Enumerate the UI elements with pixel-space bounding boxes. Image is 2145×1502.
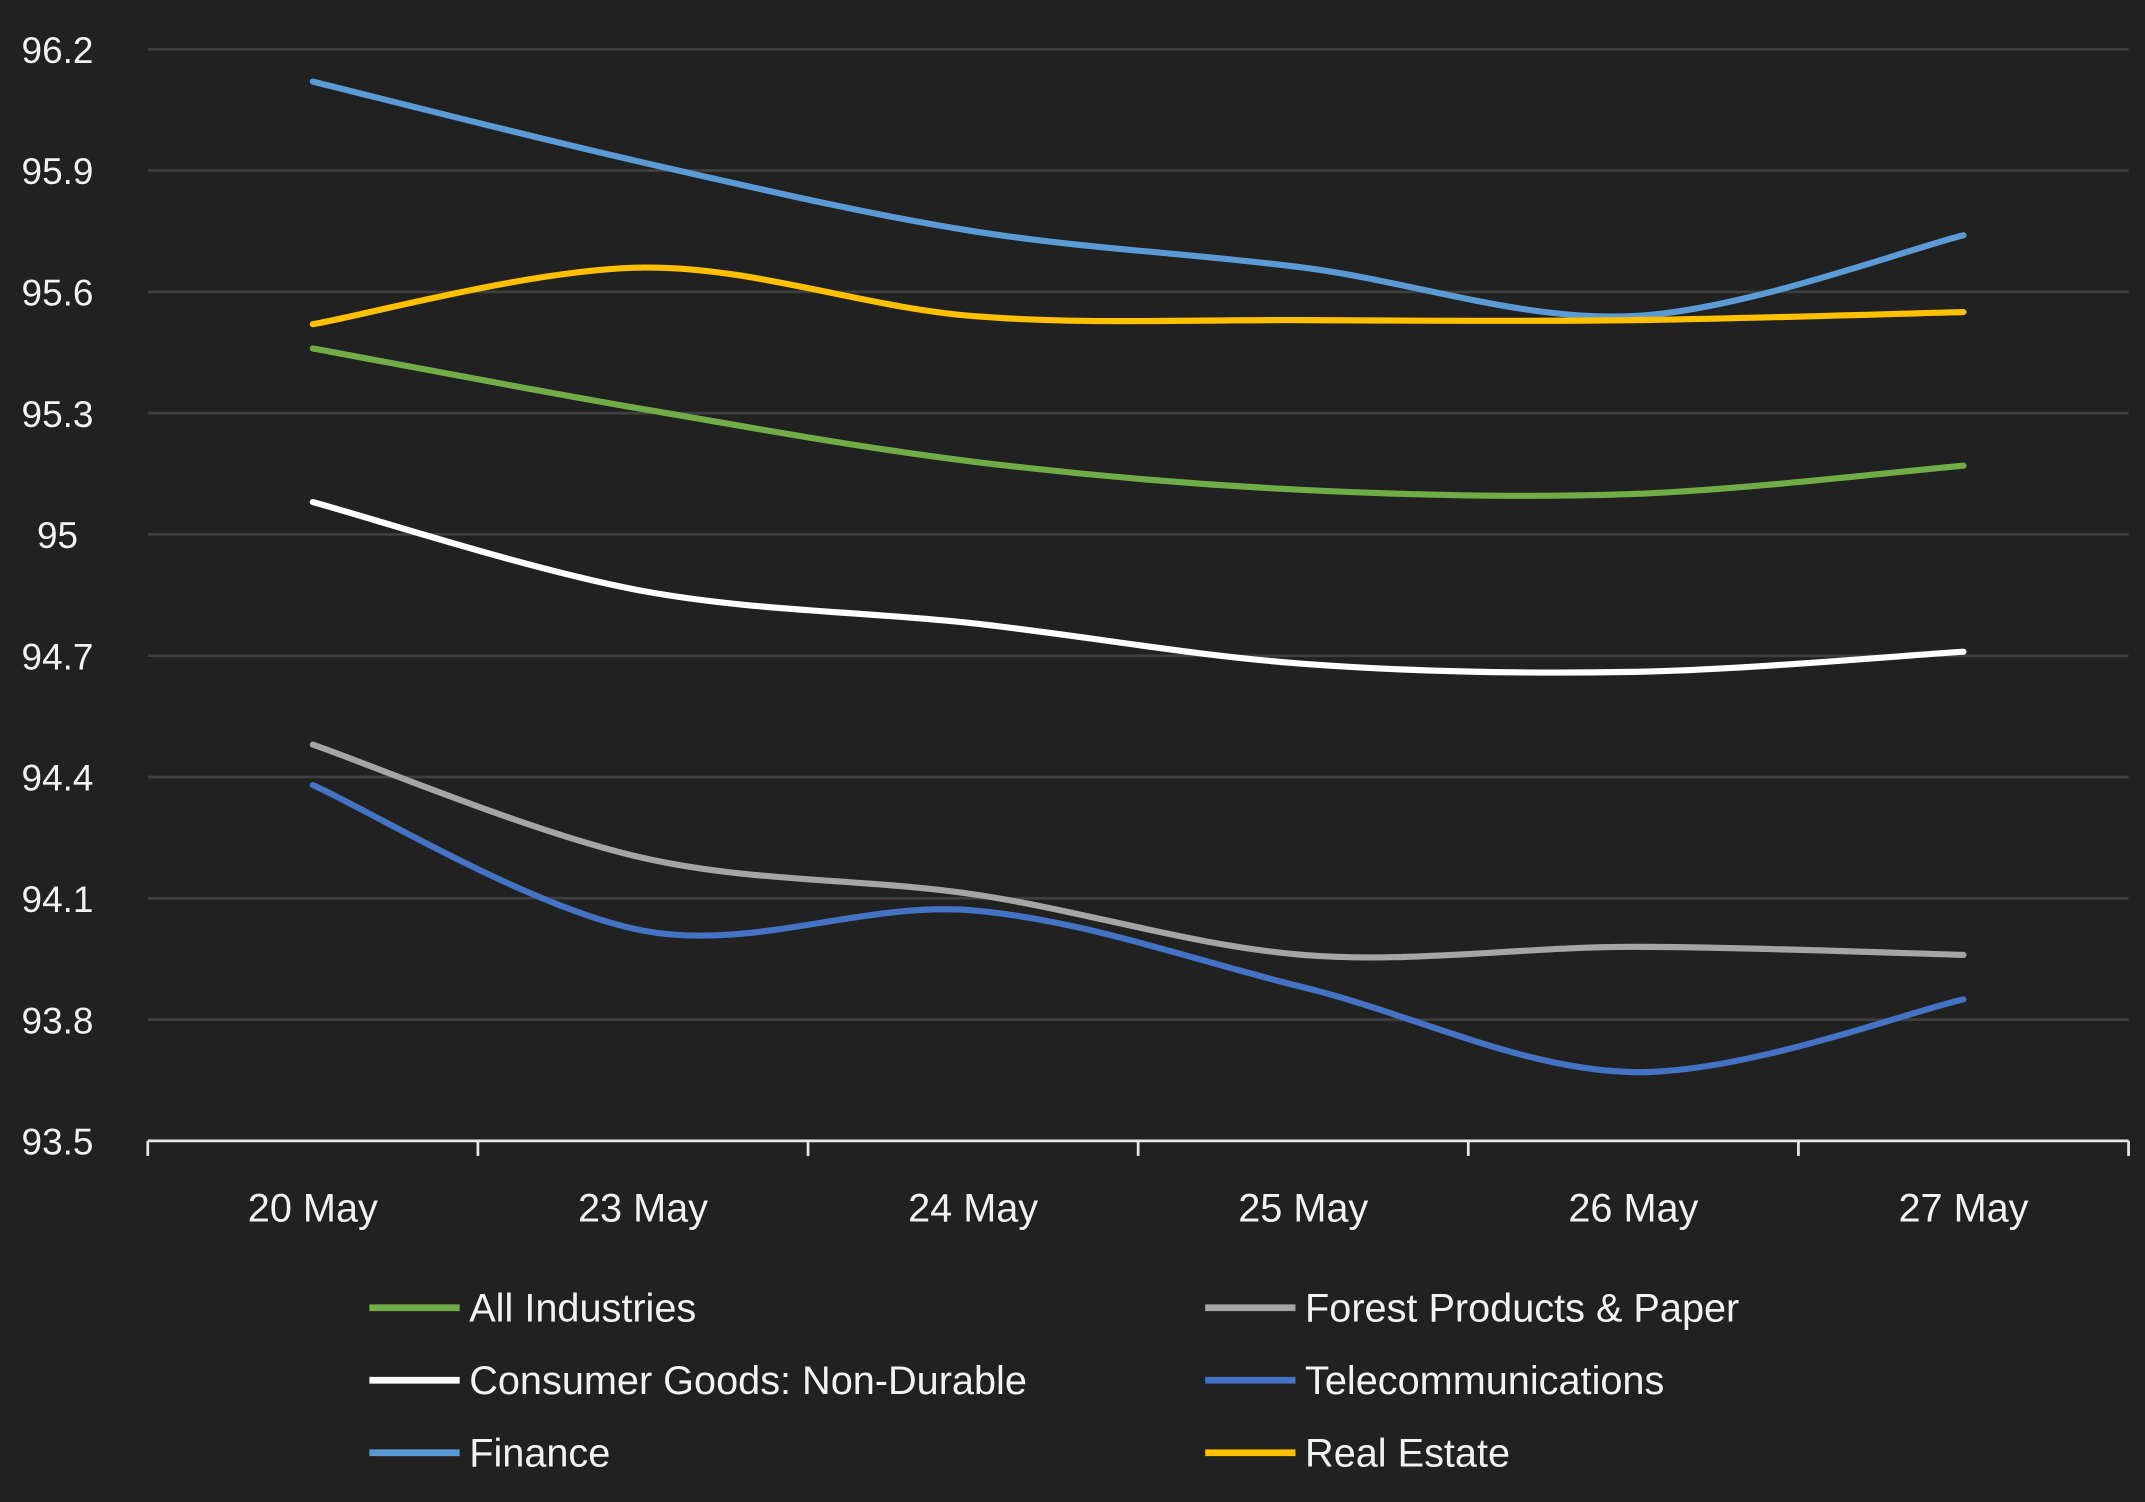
y-tick-label: 95 (37, 515, 78, 556)
series-line-forest-products-paper (309, 741, 1967, 961)
y-tick-label: 95.6 (22, 273, 94, 314)
y-tick-label: 93.5 (22, 1122, 94, 1163)
series-line-finance (309, 78, 1967, 320)
x-tick-label: 24 May (908, 1187, 1038, 1231)
series-line-real-estate (309, 264, 1967, 328)
y-tick-label: 94.4 (22, 758, 94, 799)
series-line-telecommunications (309, 781, 1967, 1076)
y-tick-label: 94.7 (22, 636, 94, 677)
x-tick-label: 25 May (1238, 1187, 1368, 1231)
legend-label: All Industries (469, 1286, 696, 1330)
series-line-consumer-goods-non-durable (309, 498, 1967, 676)
x-tick-label: 26 May (1568, 1187, 1698, 1231)
legend-label: Real Estate (1305, 1431, 1510, 1475)
y-tick-label: 95.3 (22, 394, 94, 435)
legend-label: Consumer Goods: Non-Durable (469, 1359, 1027, 1403)
y-tick-label: 95.9 (22, 151, 94, 192)
y-tick-label: 96.2 (22, 30, 94, 71)
y-tick-label: 93.8 (22, 1000, 94, 1041)
series-line-all-industries (309, 345, 1967, 499)
x-tick-label: 27 May (1898, 1187, 2028, 1231)
x-tick-label: 20 May (248, 1187, 378, 1231)
legend-label: Telecommunications (1305, 1359, 1664, 1403)
legend-label: Forest Products & Paper (1305, 1286, 1739, 1330)
y-tick-label: 94.1 (22, 879, 94, 920)
x-tick-label: 23 May (578, 1187, 708, 1231)
legend-label: Finance (469, 1431, 610, 1475)
